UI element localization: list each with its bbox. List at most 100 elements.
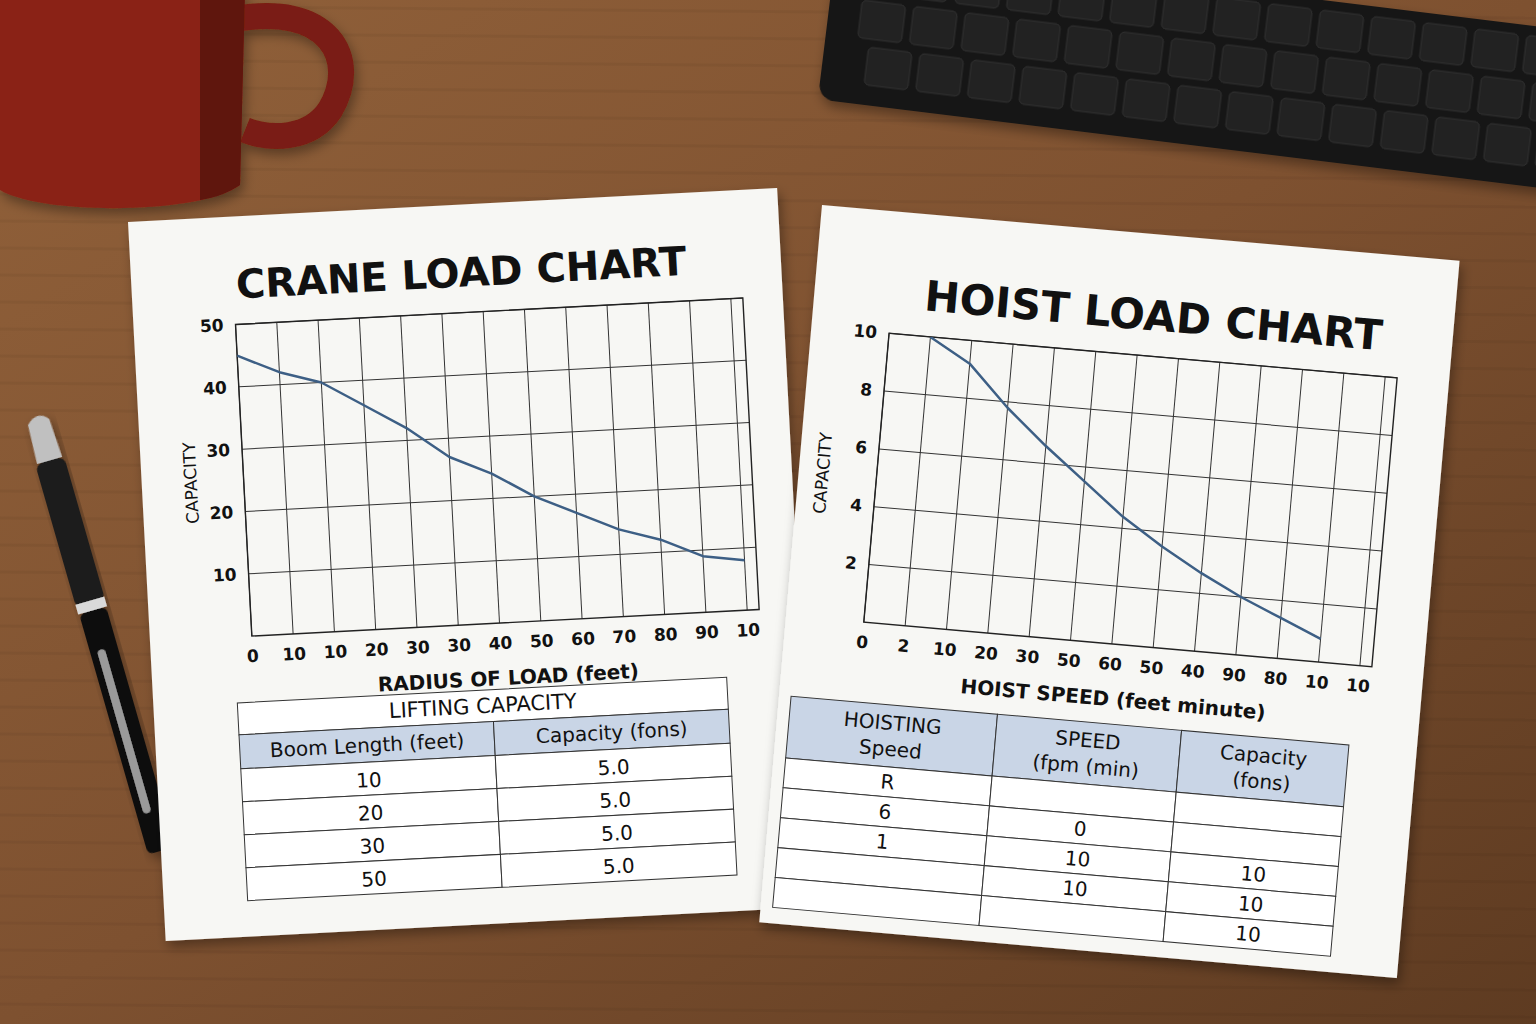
grid-line-x <box>1236 366 1261 655</box>
key <box>1535 129 1536 172</box>
key <box>1477 76 1525 119</box>
x-tick-label: 40 <box>1180 660 1205 682</box>
key <box>858 0 906 43</box>
key <box>1529 82 1536 125</box>
table-cell-text: 50 <box>361 866 388 891</box>
x-tick-label: 60 <box>1097 653 1122 675</box>
x-tick-label: 10 <box>1304 671 1329 693</box>
grid-line-y <box>879 449 1387 493</box>
key <box>1264 4 1312 47</box>
grid-line-x <box>607 305 623 617</box>
table-cell-text: 5.0 <box>601 820 634 846</box>
x-tick-label: 30 <box>406 637 431 658</box>
key <box>1019 66 1067 109</box>
key <box>1012 19 1060 62</box>
y-tick-label: 2 <box>844 552 858 573</box>
keyboard-body <box>818 0 1536 192</box>
plot-area <box>907 337 1344 639</box>
y-axis-label: CAPACITY <box>809 431 836 515</box>
key <box>1471 29 1519 72</box>
grid-line-x <box>905 337 930 626</box>
x-tick-label: 20 <box>973 642 998 664</box>
table-cell-text: 1 <box>875 829 890 854</box>
grid-line-x <box>1071 351 1096 640</box>
grid-line-y <box>874 507 1382 551</box>
key <box>1367 16 1415 59</box>
table-header-text: Capacity <box>1219 740 1308 772</box>
x-tick-label: 80 <box>653 624 678 645</box>
mug-shade <box>200 0 245 200</box>
key <box>1161 0 1209 34</box>
data-line <box>907 337 1344 639</box>
grid-line-x <box>524 309 540 621</box>
y-axis-label: CAPACITY <box>179 441 203 524</box>
table-cell-text: 10 <box>1064 846 1091 872</box>
paper <box>759 205 1459 978</box>
grid-line-x <box>359 318 375 630</box>
key <box>1122 79 1170 122</box>
key <box>1167 38 1215 81</box>
grid-line-y <box>249 547 756 574</box>
plot-area <box>237 330 744 587</box>
grid-line-x <box>1112 355 1137 644</box>
key <box>1064 25 1112 68</box>
key <box>1374 63 1422 106</box>
x-tick-label: 10 <box>1345 675 1370 697</box>
key <box>1174 85 1222 128</box>
x-tick-label: 10 <box>282 643 307 664</box>
pen-clip <box>97 649 152 815</box>
wood-grain <box>0 977 1536 990</box>
key <box>1116 32 1164 75</box>
x-tick-label: 0 <box>246 646 259 667</box>
y-tick-label: 20 <box>209 502 234 523</box>
table-header-text: Speed <box>858 734 923 763</box>
x-tick-label: 60 <box>571 628 596 649</box>
key <box>1225 91 1273 134</box>
table-cell <box>979 896 1166 942</box>
x-tick-label: 50 <box>1056 649 1081 671</box>
mug <box>0 0 341 208</box>
x-tick-label: 2 <box>897 635 911 656</box>
x-tick-label: 80 <box>1263 667 1288 689</box>
grid-line-y <box>245 485 752 512</box>
hoist-paper: HOIST LOAD CHART246810021020305060504090… <box>759 205 1459 978</box>
key <box>967 60 1015 103</box>
grid-line-x <box>277 322 293 634</box>
table-header-text: (fons) <box>1231 767 1291 796</box>
grid-line-x <box>1277 370 1302 659</box>
table-cell-text: 30 <box>359 833 386 858</box>
table-cell-text: 10 <box>1234 921 1261 947</box>
grid-line-x <box>946 341 971 630</box>
key <box>1219 44 1267 87</box>
table-cell <box>246 854 502 900</box>
grid-line-x <box>1029 348 1054 637</box>
table-cell <box>773 877 982 925</box>
x-tick-label: 90 <box>695 622 720 643</box>
wood-grain <box>0 1004 1536 1017</box>
grid-line-x <box>690 301 706 613</box>
y-tick-label: 40 <box>203 377 228 398</box>
key <box>1425 70 1473 113</box>
y-tick-label: 6 <box>854 437 868 458</box>
grid-line-y <box>869 564 1377 608</box>
table-cell-text: 10 <box>1240 861 1267 887</box>
table-cell-text: 5.0 <box>597 755 630 781</box>
table-header-text: Boom Length (feet) <box>269 728 464 762</box>
key <box>903 0 951 2</box>
grid-line-x <box>1319 373 1344 662</box>
grid-line-x <box>566 307 582 619</box>
page: {"chart_data": [ {"type": "line", "title… <box>0 0 1536 1024</box>
table-cell-text: 6 <box>878 799 893 824</box>
x-tick-label: 70 <box>612 626 637 647</box>
table-cell-text: 10 <box>1061 876 1088 902</box>
key <box>1522 35 1536 78</box>
key <box>1271 51 1319 94</box>
x-tick-label: 20 <box>364 639 389 660</box>
grid-line-x <box>401 316 417 628</box>
table-cell-text: 5.0 <box>602 853 635 879</box>
key <box>1213 0 1261 40</box>
mug-body <box>0 0 245 208</box>
key <box>961 13 1009 56</box>
table-header-text: (fpm (min) <box>1032 750 1140 783</box>
grid-line-x <box>442 314 458 626</box>
